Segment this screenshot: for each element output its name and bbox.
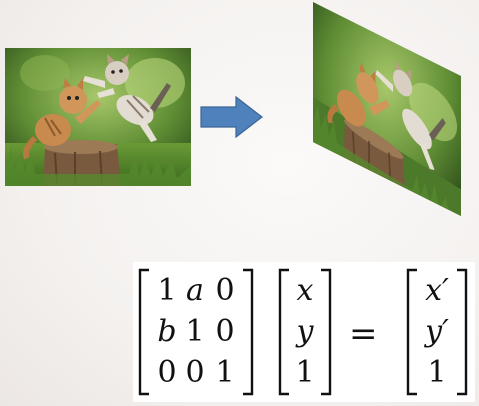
vector-cell: x — [296, 273, 314, 308]
right-arrow-icon — [200, 95, 264, 139]
matrix-cell: 0 — [215, 314, 235, 349]
shear-matrix-equation: 1 a 0 b 1 0 0 0 1 x y 1 = — [133, 262, 475, 402]
matrix-cell: 1 — [185, 314, 205, 349]
original-kittens-photo — [5, 48, 191, 186]
matrix-cell: 0 — [215, 273, 235, 308]
right-bracket-icon — [457, 268, 468, 396]
left-bracket-icon — [406, 268, 417, 396]
kittens-photo-art — [5, 48, 191, 186]
vector-cell: x′ — [425, 273, 449, 308]
vector-cell: 1 — [427, 355, 447, 390]
vector-cell: 1 — [295, 355, 315, 390]
sheared-photo-art — [313, 2, 461, 216]
matrix-cell: 0 — [157, 355, 177, 390]
arrow-shape — [200, 95, 263, 139]
equals-sign: = — [349, 314, 378, 354]
output-vector: x′ y′ 1 — [405, 268, 469, 396]
matrix-cell: a — [186, 273, 204, 308]
left-bracket-icon — [138, 268, 149, 396]
sheared-kittens-photo — [311, 0, 463, 216]
transform-matrix: 1 a 0 b 1 0 0 0 1 — [137, 268, 255, 396]
matrix-cell: 1 — [157, 273, 177, 308]
right-bracket-icon — [243, 268, 254, 396]
matrix-cell: 1 — [215, 355, 235, 390]
left-bracket-icon — [278, 268, 289, 396]
matrix-cell: 0 — [185, 355, 205, 390]
vector-cell: y′ — [425, 314, 449, 349]
right-bracket-icon — [321, 268, 332, 396]
vector-cell: y — [296, 314, 314, 349]
matrix-cell: b — [157, 314, 177, 349]
input-vector: x y 1 — [277, 268, 333, 396]
